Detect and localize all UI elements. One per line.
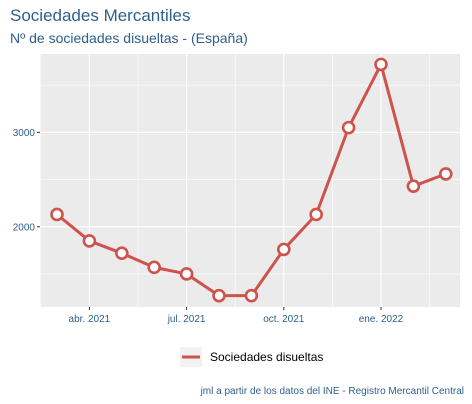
x-tick-label: ene. 2022 — [359, 314, 404, 325]
data-point — [115, 246, 129, 260]
data-point — [212, 288, 226, 303]
data-point — [341, 120, 356, 135]
plot-panel — [40, 54, 460, 307]
y-tick-label: 3000 — [13, 128, 36, 139]
chart-title: Sociedades Mercantiles — [10, 6, 191, 25]
chart-subtitle: Nº de sociedades disueltas - (España) — [10, 30, 248, 46]
data-point — [438, 167, 453, 181]
x-tick-label: oct. 2021 — [263, 314, 305, 325]
data-point — [82, 234, 97, 248]
data-point — [147, 260, 161, 275]
data-point — [244, 288, 259, 303]
data-point — [309, 207, 324, 222]
data-point — [374, 57, 388, 72]
data-point — [276, 242, 291, 257]
x-tick-label: jul. 2021 — [167, 314, 206, 325]
x-tick-label: abr. 2021 — [69, 314, 111, 325]
data-point — [406, 179, 421, 193]
legend-label: Sociedades disueltas — [210, 350, 323, 364]
caption: jml a partir de los datos del INE - Regi… — [200, 386, 464, 397]
data-point — [179, 267, 194, 281]
y-tick-label: 2000 — [13, 222, 36, 233]
data-point — [50, 207, 64, 222]
